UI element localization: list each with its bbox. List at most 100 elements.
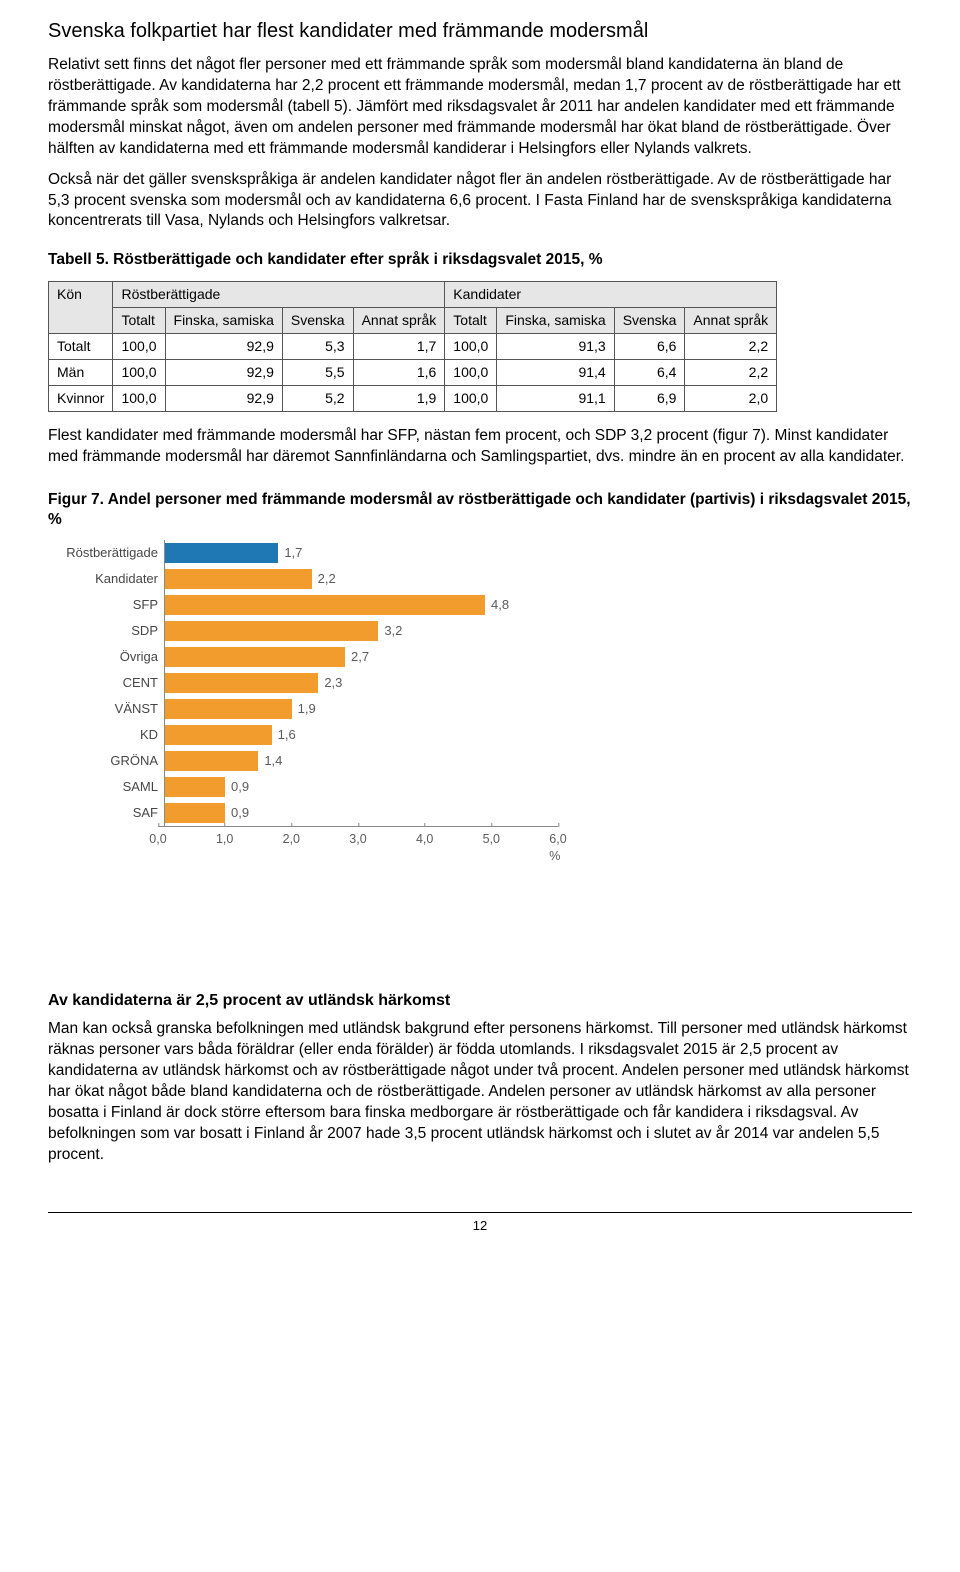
table-5: Kön Röstberättigade Kandidater Totalt Fi…: [48, 281, 777, 411]
chart-tick: 3,0: [349, 827, 366, 848]
cell: 100,0: [445, 385, 497, 411]
chart-row: SAF0,9: [48, 800, 568, 826]
chart-label: Övriga: [48, 648, 164, 666]
th-r-annat: Annat språk: [353, 308, 445, 334]
chart-label: CENT: [48, 674, 164, 692]
chart-value: 0,9: [231, 778, 249, 796]
cell: 2,0: [685, 385, 777, 411]
chart-row: Kandidater2,2: [48, 566, 568, 592]
chart-label: SFP: [48, 596, 164, 614]
chart-value: 0,9: [231, 804, 249, 822]
chart-value: 1,9: [298, 700, 316, 718]
chart-row: CENT2,3: [48, 670, 568, 696]
cell: 5,3: [282, 334, 353, 360]
chart-value: 2,7: [351, 648, 369, 666]
row-label: Kvinnor: [49, 385, 113, 411]
chart-tick: 1,0: [216, 827, 233, 848]
chart-bar: 0,9: [165, 777, 225, 797]
chart-row: SAML0,9: [48, 774, 568, 800]
chart-bar: 0,9: [165, 803, 225, 823]
chart-bar: 4,8: [165, 595, 485, 615]
chart-row: Röstberättigade1,7: [48, 540, 568, 566]
cell: 100,0: [445, 359, 497, 385]
chart-label: KD: [48, 726, 164, 744]
chart-bar: 3,2: [165, 621, 378, 641]
chart-row: SDP3,2: [48, 618, 568, 644]
cell: 6,9: [614, 385, 685, 411]
paragraph-3: Flest kandidater med främmande modersmål…: [48, 426, 912, 468]
th-r-totalt: Totalt: [113, 308, 165, 334]
chart-bar: 1,4: [165, 751, 258, 771]
chart-value: 3,2: [384, 622, 402, 640]
cell: 91,3: [497, 334, 614, 360]
cell: 2,2: [685, 359, 777, 385]
chart-row: GRÖNA1,4: [48, 748, 568, 774]
chart-bar: 2,2: [165, 569, 312, 589]
cell: 1,9: [353, 385, 445, 411]
chart-tick: 0,0: [149, 827, 166, 848]
cell: 92,9: [165, 385, 282, 411]
cell: 91,4: [497, 359, 614, 385]
th-k-totalt: Totalt: [445, 308, 497, 334]
chart-label: SDP: [48, 622, 164, 640]
chart-label: GRÖNA: [48, 752, 164, 770]
chart-label: SAML: [48, 778, 164, 796]
paragraph-2: Också när det gäller svenskspråkiga är a…: [48, 170, 912, 233]
row-label: Män: [49, 359, 113, 385]
cell: 2,2: [685, 334, 777, 360]
chart-tick: 4,0: [416, 827, 433, 848]
chart-label: Kandidater: [48, 570, 164, 588]
section-title: Svenska folkpartiet har flest kandidater…: [48, 18, 912, 45]
cell: 1,7: [353, 334, 445, 360]
cell: 92,9: [165, 334, 282, 360]
figure-7-title: Figur 7. Andel personer med främmande mo…: [48, 490, 912, 530]
table-row: Totalt100,092,95,31,7100,091,36,62,2: [49, 334, 777, 360]
cell: 100,0: [113, 334, 165, 360]
chart-row: SFP4,8: [48, 592, 568, 618]
table-row: Kvinnor100,092,95,21,9100,091,16,92,0: [49, 385, 777, 411]
cell: 6,6: [614, 334, 685, 360]
chart-tick: 2,0: [283, 827, 300, 848]
chart-row: KD1,6: [48, 722, 568, 748]
th-r-svenska: Svenska: [282, 308, 353, 334]
chart-tick: 5,0: [483, 827, 500, 848]
chart-tick: 6,0 %: [549, 827, 566, 865]
th-kon: Kön: [49, 282, 113, 334]
cell: 92,9: [165, 359, 282, 385]
chart-value: 1,4: [264, 752, 282, 770]
chart-bar: 1,7: [165, 543, 278, 563]
chart-value: 1,6: [278, 726, 296, 744]
chart-value: 1,7: [284, 544, 302, 562]
chart-bar: 2,7: [165, 647, 345, 667]
chart-x-axis: 0,01,02,03,04,05,06,0 %: [158, 826, 558, 847]
th-kand: Kandidater: [445, 282, 777, 308]
cell: 5,2: [282, 385, 353, 411]
cell: 5,5: [282, 359, 353, 385]
page-number: 12: [48, 1212, 912, 1245]
chart-label: VÄNST: [48, 700, 164, 718]
row-label: Totalt: [49, 334, 113, 360]
cell: 100,0: [113, 385, 165, 411]
chart-value: 4,8: [491, 596, 509, 614]
chart-bar: 2,3: [165, 673, 318, 693]
th-r-finska: Finska, samiska: [165, 308, 282, 334]
chart-label: SAF: [48, 804, 164, 822]
cell: 91,1: [497, 385, 614, 411]
table-5-title: Tabell 5. Röstberättigade och kandidater…: [48, 250, 912, 271]
th-k-annat: Annat språk: [685, 308, 777, 334]
cell: 1,6: [353, 359, 445, 385]
chart-value: 2,2: [318, 570, 336, 588]
chart-bar: 1,9: [165, 699, 292, 719]
cell: 100,0: [113, 359, 165, 385]
th-k-finska: Finska, samiska: [497, 308, 614, 334]
chart-row: VÄNST1,9: [48, 696, 568, 722]
cell: 100,0: [445, 334, 497, 360]
table-row: Män100,092,95,51,6100,091,46,42,2: [49, 359, 777, 385]
subhead-2: Av kandidaterna är 2,5 procent av utländ…: [48, 990, 912, 1012]
cell: 6,4: [614, 359, 685, 385]
paragraph-4: Man kan också granska befolkningen med u…: [48, 1019, 912, 1165]
chart-label: Röstberättigade: [48, 544, 164, 562]
chart-bar: 1,6: [165, 725, 272, 745]
chart-row: Övriga2,7: [48, 644, 568, 670]
figure-7-chart: Röstberättigade1,7Kandidater2,2SFP4,8SDP…: [48, 540, 568, 890]
